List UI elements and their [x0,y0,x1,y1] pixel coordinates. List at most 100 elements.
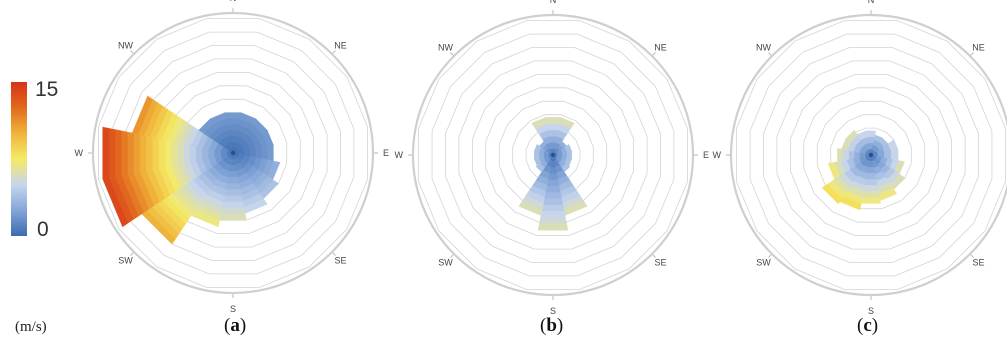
speed-band [195,145,203,161]
grid-ring [445,47,661,263]
wind-sector-13 [131,95,234,154]
direction-label-n: N [868,0,875,5]
speed-band [227,124,239,131]
grid-ring [749,33,993,277]
grid-ring [471,74,634,237]
direction-label-e: E [383,148,389,158]
speed-band [221,201,245,209]
wind-sector-12 [837,148,872,162]
wind-sector-11 [102,152,234,228]
speed-band [837,148,844,162]
wind-sector-5 [870,154,905,175]
speed-band [546,179,560,187]
speed-band [114,129,122,177]
speed-band [531,117,547,129]
direction-label-sw: SW [438,258,453,268]
speed-band [226,177,240,184]
speed-band [250,148,257,158]
grid-ring [111,31,355,275]
speed-band [544,192,562,200]
direction-tick [652,254,656,258]
speed-band [864,178,878,186]
speed-band [547,173,559,181]
direction-tick [332,252,336,256]
colorbar-min-label: 0 [37,218,49,241]
rose-center [868,152,874,158]
grid-ring [125,45,341,261]
direction-label-se: SE [654,258,666,268]
speed-band [542,198,564,206]
direction-tick [450,254,454,258]
wind-sector-12 [102,126,234,180]
wind-sector-2 [232,118,268,154]
wind-rose-panel-a: N NE E SE S SW W NW [75,0,390,314]
grid-ring [736,20,1006,290]
speed-band [131,95,153,135]
speed-band [862,191,880,198]
wind-sector-8 [537,154,569,231]
speed-band [261,145,268,161]
speed-band [545,186,561,193]
speed-band [566,151,573,159]
speed-band [102,126,110,180]
wind-sector-6 [232,152,279,199]
direction-tick [970,52,974,56]
speed-band [537,223,569,231]
speed-band [845,129,858,142]
speed-band [158,137,165,169]
speed-band [533,144,542,153]
speed-band [224,112,242,119]
speed-band [848,150,855,160]
grid-ring [816,100,926,210]
grid-ring [458,60,648,250]
speed-band [545,117,561,124]
speed-band [201,146,209,160]
speed-band [255,147,262,159]
subfigure-label-c: (c) [857,315,878,336]
speed-band [533,151,540,159]
speed-band [863,185,879,192]
outer-circle [729,13,1007,297]
direction-label-sw: SW [756,258,771,268]
speed-band [225,183,241,190]
wind-sector-11 [533,154,554,166]
direction-label-e: E [703,150,709,160]
speed-band [541,204,565,212]
direction-tick [768,254,772,258]
direction-label-ne: NE [654,43,667,53]
direction-label-w: W [395,150,404,160]
direction-label-nw: NW [756,43,771,53]
speed-band [546,123,560,131]
direction-tick [768,52,772,56]
direction-tick [130,252,134,256]
grid-ring [803,87,939,223]
wind-sector-8 [219,152,247,221]
speed-band [224,189,242,196]
speed-band [170,140,178,166]
colorbar-max-label: 15 [35,78,58,101]
speed-band [189,144,196,162]
speed-band [540,211,566,218]
wind-sector-4 [232,144,274,162]
direction-tick [130,50,134,54]
subfigure-label-a: (a) [224,315,246,336]
speed-band [267,144,274,162]
wind-sector-15 [856,130,872,156]
direction-label-s: S [550,306,556,316]
grid-ring [790,74,952,237]
speed-band [227,171,239,178]
colorbar: 15 0 [11,78,58,241]
unit-label: (m/s) [15,319,47,335]
speed-band [842,149,849,161]
speed-band [127,131,134,175]
wind-sector-9 [839,154,872,211]
direction-tick [450,52,454,56]
speed-band [821,183,843,205]
speed-band [518,200,543,216]
direction-label-s: S [230,304,236,314]
speed-band [152,136,159,170]
speed-band [121,130,128,176]
speed-band [890,149,899,161]
speed-band [535,163,545,173]
subfigure-label-b: (b) [540,315,563,336]
